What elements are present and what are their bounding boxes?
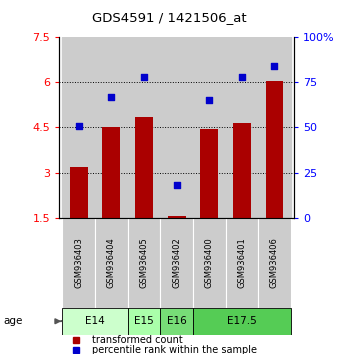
Text: age: age [3, 316, 23, 326]
Bar [258, 218, 291, 308]
Bar [193, 218, 225, 308]
Point [272, 63, 277, 69]
Bar [128, 218, 160, 308]
Bar [128, 37, 160, 218]
Text: GSM936405: GSM936405 [140, 238, 148, 288]
Bar [63, 218, 95, 308]
Bar [70, 167, 88, 218]
Bar [63, 37, 95, 218]
Point [174, 182, 179, 188]
Text: GDS4591 / 1421506_at: GDS4591 / 1421506_at [92, 11, 246, 24]
Bar [233, 123, 251, 218]
Text: GSM936401: GSM936401 [237, 238, 246, 288]
Bar [225, 218, 258, 308]
Point [108, 94, 114, 99]
Bar [193, 308, 291, 335]
Bar [160, 37, 193, 218]
Text: percentile rank within the sample: percentile rank within the sample [92, 345, 257, 354]
Bar [160, 218, 193, 308]
Text: E17.5: E17.5 [227, 316, 257, 326]
Bar [102, 127, 120, 218]
Bar [168, 216, 186, 218]
Bar [258, 37, 291, 218]
Text: GSM936403: GSM936403 [74, 238, 83, 288]
Bar [95, 37, 128, 218]
Text: GSM936406: GSM936406 [270, 238, 279, 288]
Bar [135, 117, 153, 218]
Bar [95, 218, 128, 308]
Bar [63, 308, 128, 335]
Bar [225, 37, 258, 218]
Bar [128, 308, 160, 335]
Bar [193, 37, 225, 218]
Point [207, 97, 212, 103]
Text: GSM936400: GSM936400 [205, 238, 214, 288]
Text: E15: E15 [134, 316, 154, 326]
Bar [200, 129, 218, 218]
Text: GSM936404: GSM936404 [107, 238, 116, 288]
Text: GSM936402: GSM936402 [172, 238, 181, 288]
Bar [160, 308, 193, 335]
Point [239, 74, 245, 80]
Text: transformed count: transformed count [92, 335, 183, 345]
Bar [266, 81, 284, 218]
Point [76, 123, 81, 129]
Text: E14: E14 [85, 316, 105, 326]
Point [141, 74, 147, 80]
Text: E16: E16 [167, 316, 187, 326]
